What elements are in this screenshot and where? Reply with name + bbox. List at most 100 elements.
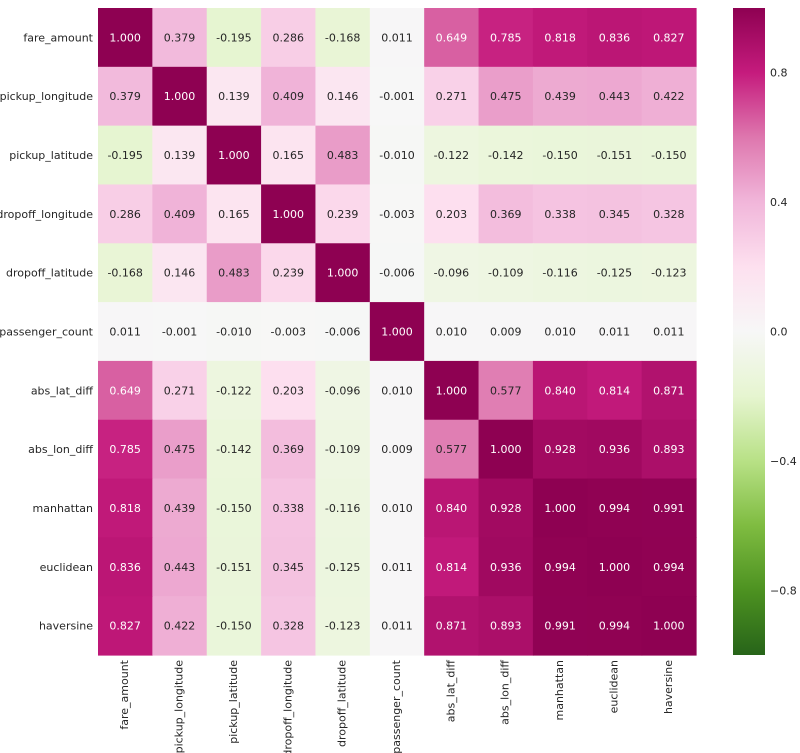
heatmap-cell-pickup-latitude-haversine <box>641 125 697 186</box>
cell-value-label: -0.003 <box>271 326 306 339</box>
heatmap-cell-dropoff-longitude-passenger-count <box>369 184 425 244</box>
heatmap-cell-haversine-haversine <box>641 596 697 656</box>
heatmap-cell-dropoff-latitude-haversine <box>641 243 697 303</box>
heatmap-cell-pickup-longitude-euclidean <box>587 66 643 127</box>
cell-value-label: 0.422 <box>653 90 685 103</box>
heatmap-cell-pickup-longitude-pickup-latitude <box>206 66 262 127</box>
cell-value-label: -0.096 <box>325 384 360 397</box>
cell-value-label: 0.840 <box>436 502 468 515</box>
heatmap-cell-abs-lon-diff-pickup-latitude <box>206 419 262 480</box>
x-tick-label-dropoff-latitude: dropoff_latitude <box>336 660 349 747</box>
cell-value-label: 0.475 <box>164 443 196 456</box>
y-tick-label-pickup-longitude: pickup_longitude <box>0 90 93 103</box>
cell-value-label: 0.010 <box>544 326 576 339</box>
heatmap-cell-manhattan-abs-lon-diff <box>478 478 534 538</box>
cell-value-label: 0.328 <box>653 208 685 221</box>
cell-value-label: 0.649 <box>109 384 141 397</box>
x-tick-label-euclidean: euclidean <box>607 660 620 713</box>
heatmap-cell-manhattan-pickup-longitude <box>152 478 208 538</box>
cell-value-label: 0.011 <box>599 326 631 339</box>
cell-value-label: 0.338 <box>544 208 576 221</box>
cell-value-label: 1.000 <box>544 502 576 515</box>
cell-value-label: 0.439 <box>544 90 576 103</box>
heatmap-cell-pickup-longitude-abs-lon-diff <box>478 66 534 127</box>
heatmap-cell-pickup-latitude-manhattan <box>532 125 588 186</box>
cell-value-label: 1.000 <box>653 620 685 633</box>
heatmap-cell-euclidean-dropoff-latitude <box>315 537 371 597</box>
heatmap-cell-pickup-latitude-passenger-count <box>369 125 425 186</box>
cell-value-label: 1.000 <box>381 326 413 339</box>
cell-value-label: -0.151 <box>216 561 251 574</box>
heatmap-cell-abs-lat-diff-pickup-longitude <box>152 360 208 421</box>
cell-value-label: -0.150 <box>216 620 251 633</box>
heatmap-cell-pickup-latitude-dropoff-latitude <box>315 125 371 186</box>
heatmap-cell-pickup-longitude-pickup-longitude <box>152 66 208 127</box>
cell-value-label: -0.168 <box>107 267 142 280</box>
cell-value-label: 0.836 <box>599 31 631 44</box>
heatmap-cell-pickup-latitude-dropoff-longitude <box>261 125 317 186</box>
cell-value-label: -0.122 <box>434 149 469 162</box>
cell-value-label: 0.814 <box>436 561 468 574</box>
cell-value-label: 0.840 <box>544 384 576 397</box>
cell-value-label: 0.785 <box>109 443 141 456</box>
cell-value-label: 0.011 <box>109 326 141 339</box>
cell-value-label: 0.345 <box>273 561 305 574</box>
heatmap-cell-passenger-count-haversine <box>641 302 697 362</box>
heatmap-cell-dropoff-latitude-fare-amount <box>98 243 153 303</box>
heatmap-cell-fare-amount-euclidean <box>587 8 643 68</box>
heatmap-cell-abs-lat-diff-passenger-count <box>369 360 425 421</box>
x-tick-label-passenger-count: passenger_count <box>390 659 403 753</box>
cell-value-label: -0.195 <box>216 31 251 44</box>
heatmap-cell-passenger-count-pickup-longitude <box>152 302 208 362</box>
cell-value-label: -0.001 <box>379 90 414 103</box>
heatmap-cell-abs-lat-diff-dropoff-longitude <box>261 360 317 421</box>
cell-value-label: 0.203 <box>273 384 305 397</box>
heatmap-cell-abs-lon-diff-abs-lat-diff <box>424 419 480 480</box>
x-tick-label-pickup-latitude: pickup_latitude <box>227 660 240 744</box>
cell-value-label: 1.000 <box>109 31 141 44</box>
colorbar-gradient <box>733 8 765 655</box>
heatmap-cell-dropoff-longitude-euclidean <box>587 184 643 244</box>
heatmap-cell-fare-amount-fare-amount <box>98 8 153 68</box>
heatmap-cell-euclidean-dropoff-longitude <box>261 537 317 597</box>
cell-value-label: 1.000 <box>490 443 522 456</box>
cell-value-label: 0.836 <box>109 561 141 574</box>
cell-value-label: -0.125 <box>597 267 632 280</box>
heatmap-cell-passenger-count-euclidean <box>587 302 643 362</box>
cell-value-label: 0.011 <box>381 31 413 44</box>
cell-value-label: 0.011 <box>653 326 685 339</box>
heatmap-cell-euclidean-haversine <box>641 537 697 597</box>
heatmap-cell-passenger-count-abs-lon-diff <box>478 302 534 362</box>
cell-value-label: 0.338 <box>273 502 305 515</box>
heatmap-cell-euclidean-pickup-latitude <box>206 537 262 597</box>
x-tick-label-abs-lon-diff: abs_lon_diff <box>499 660 512 725</box>
cell-value-label: 0.893 <box>490 620 522 633</box>
heatmap-cell-euclidean-abs-lat-diff <box>424 537 480 597</box>
cell-value-label: -0.125 <box>325 561 360 574</box>
cell-value-label: -0.109 <box>325 443 360 456</box>
cell-value-label: 0.827 <box>109 620 141 633</box>
cell-value-label: 0.422 <box>164 620 196 633</box>
heatmap-cell-passenger-count-dropoff-longitude <box>261 302 317 362</box>
cell-value-label: 0.010 <box>381 502 413 515</box>
heatmap-cell-dropoff-latitude-dropoff-longitude <box>261 243 317 303</box>
heatmap-cell-abs-lon-diff-pickup-longitude <box>152 419 208 480</box>
cell-value-label: -0.150 <box>216 502 251 515</box>
cell-value-label: 0.871 <box>653 384 685 397</box>
heatmap-cell-haversine-passenger-count <box>369 596 425 656</box>
cell-value-label: 0.271 <box>164 384 196 397</box>
heatmap-cell-abs-lon-diff-haversine <box>641 419 697 480</box>
heatmap-cell-abs-lon-diff-manhattan <box>532 419 588 480</box>
heatmap-cell-pickup-latitude-abs-lon-diff <box>478 125 534 186</box>
heatmap-cell-abs-lat-diff-haversine <box>641 360 697 421</box>
heatmap-cell-fare-amount-passenger-count <box>369 8 425 68</box>
y-tick-label-dropoff-latitude: dropoff_latitude <box>6 267 93 280</box>
heatmap-cell-dropoff-latitude-pickup-latitude <box>206 243 262 303</box>
cell-value-label: 0.239 <box>273 267 305 280</box>
cell-value-label: 0.286 <box>109 208 141 221</box>
heatmap-cell-dropoff-longitude-dropoff-longitude <box>261 184 317 244</box>
heatmap-cell-haversine-manhattan <box>532 596 588 656</box>
heatmap-cell-passenger-count-pickup-latitude <box>206 302 262 362</box>
heatmap-cell-abs-lon-diff-fare-amount <box>98 419 153 480</box>
y-tick-label-haversine: haversine <box>39 620 93 633</box>
